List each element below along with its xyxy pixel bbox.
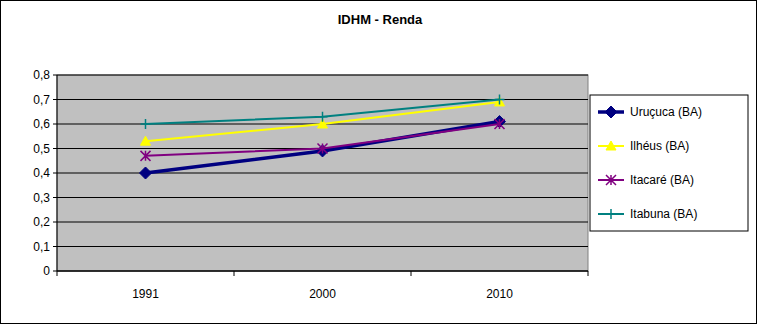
- legend-box: [590, 95, 748, 231]
- y-tick-label: 0,4: [33, 166, 50, 180]
- legend-marker: [605, 106, 617, 118]
- y-tick-label: 0,1: [33, 240, 50, 254]
- grid-line: [57, 271, 588, 272]
- chart-border: [1, 1, 757, 324]
- point-marker: [141, 136, 151, 145]
- y-tick: [53, 75, 57, 76]
- y-tick: [53, 246, 57, 247]
- grid-line: [57, 246, 588, 247]
- series-line: [146, 100, 500, 125]
- point-marker: [141, 119, 151, 129]
- point-marker: [318, 112, 328, 122]
- y-tick-label: 0,6: [33, 117, 50, 131]
- legend-label: Uruçuca (BA): [630, 105, 702, 119]
- legend-label: Itabuna (BA): [630, 207, 697, 221]
- y-tick: [53, 197, 57, 198]
- y-tick-label: 0,2: [33, 215, 50, 229]
- point-marker: [140, 167, 152, 179]
- y-axis: [57, 75, 58, 271]
- grid-line: [57, 99, 588, 100]
- y-tick: [53, 124, 57, 125]
- plot-area: [57, 75, 588, 271]
- x-tick: [588, 271, 589, 276]
- legend: Uruçuca (BA) Ilhéus (BA) Itacaré (BA) Itabu…: [590, 95, 748, 231]
- x-tick: [411, 271, 412, 276]
- legend-marker: [606, 141, 616, 150]
- point-marker: [495, 95, 505, 105]
- x-axis: [57, 271, 588, 272]
- legend-marker: [606, 209, 616, 219]
- point-marker: [141, 151, 151, 161]
- chart: IDHM - Renda 0 0,1 0,2 0,3 0,4 0,5 0,6 0,7 0,8 199…: [0, 0, 757, 324]
- y-tick: [53, 148, 57, 149]
- legend-marker: [606, 175, 616, 185]
- x-tick-label: 1991: [132, 287, 159, 301]
- series-group: [140, 95, 506, 180]
- grid-line: [57, 197, 588, 198]
- y-tick: [53, 173, 57, 174]
- y-tick-label: 0,7: [33, 93, 50, 107]
- y-tick-label: 0,5: [33, 142, 50, 156]
- y-tick-label: 0: [43, 264, 50, 278]
- y-tick-label: 0,3: [33, 191, 50, 205]
- x-tick: [57, 271, 58, 276]
- series-line: [146, 124, 500, 156]
- y-tick: [53, 271, 57, 272]
- y-tick: [53, 99, 57, 100]
- x-tick: [234, 271, 235, 276]
- y-tick: [53, 222, 57, 223]
- legend-label: Ilhéus (BA): [630, 139, 689, 153]
- series-line: [146, 122, 500, 173]
- grid-line: [57, 222, 588, 223]
- x-tick-label: 2000: [309, 287, 336, 301]
- title: IDHM - Renda: [338, 12, 423, 27]
- x-tick-label: 2010: [486, 287, 513, 301]
- point-marker: [495, 119, 505, 129]
- grid-line: [57, 75, 588, 76]
- y-tick-label: 0,8: [33, 68, 50, 82]
- point-marker: [318, 144, 328, 154]
- legend-label: Itacaré (BA): [630, 173, 694, 187]
- grid-line: [57, 173, 588, 174]
